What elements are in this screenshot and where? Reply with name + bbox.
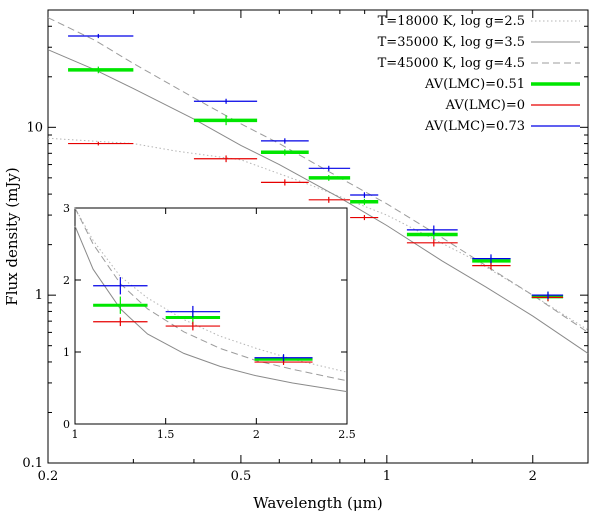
main-point-av-lmc-0 [308, 196, 351, 203]
main-y-tick-label: 0.1 [22, 456, 43, 471]
inset-point-av-lmc-0 [165, 321, 221, 331]
inset-x-tick-label: 2 [253, 428, 260, 441]
main-x-tick-label: 2 [529, 469, 537, 484]
inset-model-t-18000-k-log-g-2-5 [74, 207, 348, 373]
inset-model-t-35000-k-log-g-3-5 [74, 225, 348, 393]
x-axis-label: Wavelength (μm) [253, 494, 382, 512]
main-point-av-lmc-0-73 [260, 138, 309, 144]
main-point-av-lmc-0-73 [472, 254, 511, 264]
legend-label: T=35000 K, log g=3.5 [378, 35, 525, 50]
legend-entry-t-18000-k-log-g-2-5: T=18000 K, log g=2.5 [378, 14, 580, 29]
inset-x-tick-label: 2.5 [338, 428, 356, 441]
main-point-av-lmc-0 [260, 179, 309, 186]
main-point-av-lmc-0-51 [193, 115, 258, 126]
legend-label: AV(LMC)=0 [445, 98, 525, 113]
inset-point-av-lmc-0-73 [165, 305, 221, 318]
legend-label: AV(LMC)=0.51 [424, 77, 525, 92]
main-x-tick-label: 0.2 [38, 469, 59, 484]
inset-point-av-lmc-0-73 [93, 277, 148, 295]
inset-y-tick-label: 0 [63, 418, 70, 431]
main-point-av-lmc-0-73 [68, 33, 134, 39]
main-point-av-lmc-0 [68, 141, 134, 146]
main-point-av-lmc-0-51 [260, 149, 309, 156]
legend-entry-t-45000-k-log-g-4-5: T=45000 K, log g=4.5 [378, 56, 580, 71]
inset-x-tick-label: 1.5 [157, 428, 175, 441]
legend-label: T=45000 K, log g=4.5 [378, 56, 525, 71]
main-point-av-lmc-0-73 [406, 225, 458, 235]
inset-x-tick-label: 1 [72, 428, 79, 441]
main-y-tick-label: 10 [26, 120, 43, 135]
main-model-t-35000-k-log-g-3-5 [47, 49, 589, 354]
inset-y-tick-label: 2 [63, 274, 70, 287]
legend-label: T=18000 K, log g=2.5 [378, 14, 525, 29]
legend-entry-t-35000-k-log-g-3-5: T=35000 K, log g=3.5 [378, 35, 580, 50]
legend: T=18000 K, log g=2.5 T=35000 K, log g=3.5… [378, 14, 580, 134]
main-point-av-lmc-0-51 [68, 66, 134, 74]
main-x-tick-label: 1 [383, 469, 391, 484]
y-axis-label: Flux density (mJy) [3, 167, 21, 305]
main-point-av-lmc-0 [406, 239, 458, 247]
main-y-tick-label: 1 [35, 288, 43, 303]
main-point-av-lmc-0-73 [193, 98, 258, 104]
main-point-av-lmc-0 [193, 155, 258, 163]
main-model-t-18000-k-log-g-2-5 [47, 137, 589, 331]
legend-label: AV(LMC)=0.73 [424, 119, 525, 134]
main-model-t-45000-k-log-g-4-5 [47, 17, 589, 333]
main-point-av-lmc-0-51 [350, 198, 379, 205]
main-point-av-lmc-0-73 [308, 165, 351, 171]
legend-entry-av-lmc-0-51: AV(LMC)=0.51 [424, 77, 580, 92]
legend-entry-av-lmc-0: AV(LMC)=0 [445, 98, 580, 113]
inset-model-t-45000-k-log-g-4-5 [74, 207, 348, 382]
legend-entry-av-lmc-0-73: AV(LMC)=0.73 [424, 119, 580, 134]
inset-y-tick-label: 3 [63, 202, 70, 215]
main-point-av-lmc-0-73 [350, 192, 379, 198]
inset-point-av-lmc-0-73 [254, 354, 313, 362]
main-point-av-lmc-0-73 [531, 291, 564, 299]
main-x-tick-label: 0.5 [231, 469, 252, 484]
inset-point-av-lmc-0 [93, 317, 148, 327]
main-point-av-lmc-0-51 [308, 174, 351, 181]
inset-y-tick-label: 1 [63, 346, 70, 359]
inset-point-av-lmc-0-51 [93, 296, 148, 314]
main-point-av-lmc-0 [350, 215, 379, 221]
